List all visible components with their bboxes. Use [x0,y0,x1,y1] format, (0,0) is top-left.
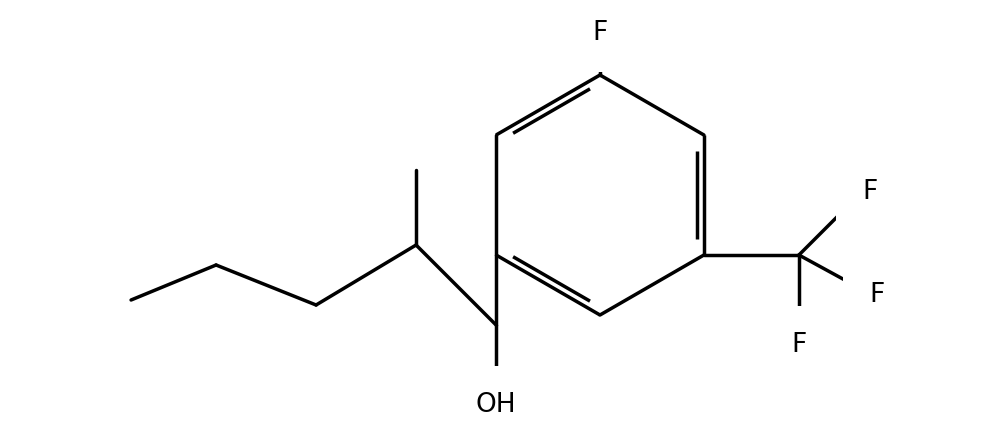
Text: F: F [790,332,805,358]
Text: F: F [868,282,884,308]
Text: F: F [592,20,607,46]
Text: OH: OH [475,392,516,418]
Text: F: F [861,179,877,205]
